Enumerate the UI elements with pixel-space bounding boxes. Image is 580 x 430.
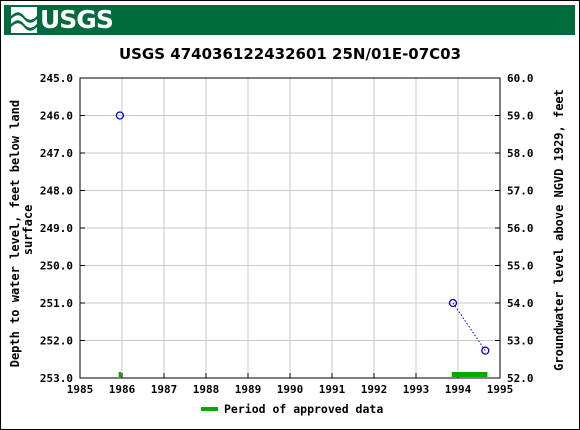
series-connectors [452,302,486,351]
y-right-tick-label: 58.0 [507,147,534,160]
y-right-tick-label: 57.0 [507,185,534,198]
y-right-axis-title: Groundwater level above NGVD 1929, feet [552,89,566,371]
y-left-axis-title: Depth to water level, feet below land su… [8,93,35,368]
data-point [481,346,490,355]
y-right-tick-label: 52.0 [507,372,534,385]
y-right-axis-ticks: 60.0 59.0 58.0 57.0 56.0 55.0 54.0 53.0 52.0 [495,72,534,385]
y-left-axis-title-line-1: Depth to water level, feet below land [8,100,22,367]
y-left-tick-label: 246.0 [40,110,73,123]
grid-lines [80,78,500,378]
y-left-tick-label: 251.0 [40,297,73,310]
y-right-tick-label: 59.0 [507,110,534,123]
chart-title: USGS 474036122432601 25N/01E-07C03 [119,45,461,63]
usgs-header-bar: USGS [4,5,575,35]
y-left-tick-label: 250.0 [40,260,73,273]
x-tick-label: 1986 [109,383,136,396]
series-connector [452,302,486,351]
y-left-tick-label: 245.0 [40,72,73,85]
legend-label: Period of approved data [224,402,383,416]
legend: Period of approved data [201,402,383,416]
x-tick-label: 1992 [361,383,388,396]
x-tick-label: 1990 [277,383,304,396]
y-left-axis-ticks: 245.0 246.0 247.0 248.0 249.0 250.0 251.0 252.0… [40,72,85,385]
y-left-tick-label: 247.0 [40,147,73,160]
data-point [115,111,125,120]
usgs-wave-icon [11,7,37,33]
x-tick-label: 1993 [403,383,430,396]
x-tick-label: 1988 [193,383,220,396]
y-left-tick-label: 253.0 [40,372,73,385]
legend-swatch [201,407,218,411]
x-tick-label: 1991 [319,383,346,396]
x-tick-label: 1989 [235,383,262,396]
series-points [115,111,490,355]
x-axis-ticks: 1985 1986 1987 1988 1989 1990 1991 1992 1993 1994… [67,373,514,396]
x-tick-label: 1995 [487,383,514,396]
x-tick-label: 1985 [67,383,94,396]
y-right-tick-label: 60.0 [507,72,534,85]
y-right-tick-label: 53.0 [507,335,534,348]
usgs-logo[interactable]: USGS [11,5,114,35]
y-right-tick-label: 54.0 [507,297,534,310]
data-point [448,298,458,308]
y-right-tick-label: 55.0 [507,260,534,273]
approved-period-bar [451,372,488,377]
y-left-tick-label: 252.0 [40,335,73,348]
usgs-logo-text: USGS [40,5,114,34]
x-tick-label: 1994 [445,383,472,396]
approved-period-bar [118,372,122,377]
y-right-tick-label: 56.0 [507,222,534,235]
y-left-tick-label: 249.0 [40,222,73,235]
y-left-axis-title-line-2: surface [21,205,35,256]
x-tick-label: 1987 [151,383,178,396]
approved-periods [118,372,488,377]
y-left-tick-label: 248.0 [40,185,73,198]
